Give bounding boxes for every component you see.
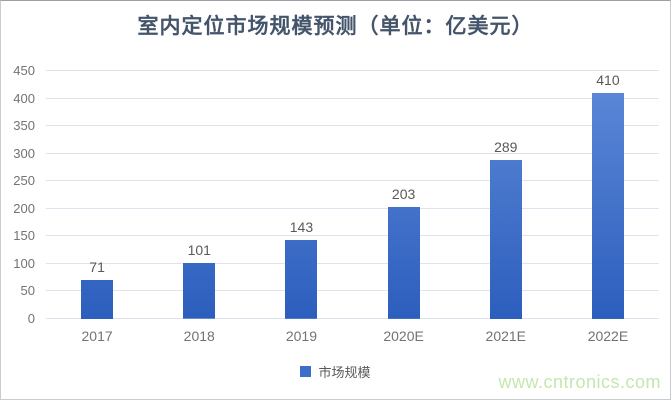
x-tick-label: 2022E — [587, 328, 629, 344]
x-tick-label: 2018 — [183, 328, 215, 344]
bar-value-label: 289 — [494, 138, 518, 155]
x-axis: 2017 2018 2019 2020E 2021E 2022E — [46, 328, 659, 348]
y-tick-label: 150 — [13, 228, 35, 244]
y-tick-label: 250 — [13, 173, 35, 189]
x-tick-label: 2021E — [485, 328, 527, 344]
y-tick-label: 350 — [13, 118, 35, 134]
bar-slot: 71 — [46, 71, 148, 319]
y-tick-label: 200 — [13, 200, 35, 216]
bar-value-label: 101 — [187, 242, 211, 259]
chart-title: 室内定位市场规模预测（单位：亿美元） — [137, 15, 534, 38]
y-tick-label: 50 — [20, 283, 35, 299]
y-tick-label: 300 — [13, 145, 35, 161]
gridline — [46, 70, 659, 71]
gridline — [46, 318, 659, 319]
bar-2019 — [285, 240, 318, 319]
bar-value-label: 71 — [89, 258, 105, 275]
gridline — [46, 235, 659, 237]
x-tick-label: 2020E — [383, 328, 424, 344]
bar-value-label: 410 — [596, 72, 620, 89]
bar-series: 71 101 143 203 289 410 — [46, 71, 659, 319]
gridline — [46, 262, 659, 264]
y-tick-label: 100 — [13, 255, 35, 271]
gridline — [46, 180, 659, 182]
gridline — [46, 152, 659, 154]
y-tick-label: 450 — [13, 63, 35, 78]
plot-area: 71 101 143 203 289 410 — [46, 70, 659, 319]
gridline — [46, 125, 659, 127]
bar-slot: 289 — [455, 71, 557, 319]
legend-swatch-icon — [300, 366, 312, 377]
gridline — [46, 97, 659, 99]
bar-2022E — [591, 93, 624, 319]
bar-2021E — [489, 159, 522, 319]
x-tick-label: 2017 — [81, 328, 113, 344]
bar-2018 — [183, 263, 216, 319]
bar-2017 — [81, 279, 114, 319]
watermark: www.cntronics.com — [498, 372, 661, 392]
bar-slot: 101 — [148, 71, 250, 319]
bar-slot: 203 — [353, 71, 455, 319]
bar-slot: 143 — [250, 71, 352, 319]
y-axis: 0 50 100 150 200 250 300 350 400 450 — [1, 63, 39, 326]
legend-label: 市场规模 — [318, 365, 371, 380]
x-tick-label: 2019 — [285, 328, 317, 344]
y-tick-label: 400 — [13, 90, 35, 106]
gridline — [46, 290, 659, 292]
bar-2020E — [387, 207, 420, 319]
y-tick-label: 0 — [27, 311, 35, 326]
bar-value-label: 143 — [289, 219, 314, 236]
gridline — [46, 207, 659, 209]
bar-slot: 410 — [557, 71, 659, 319]
legend: 市场规模 — [1, 362, 670, 381]
bar-value-label: 203 — [391, 186, 416, 203]
